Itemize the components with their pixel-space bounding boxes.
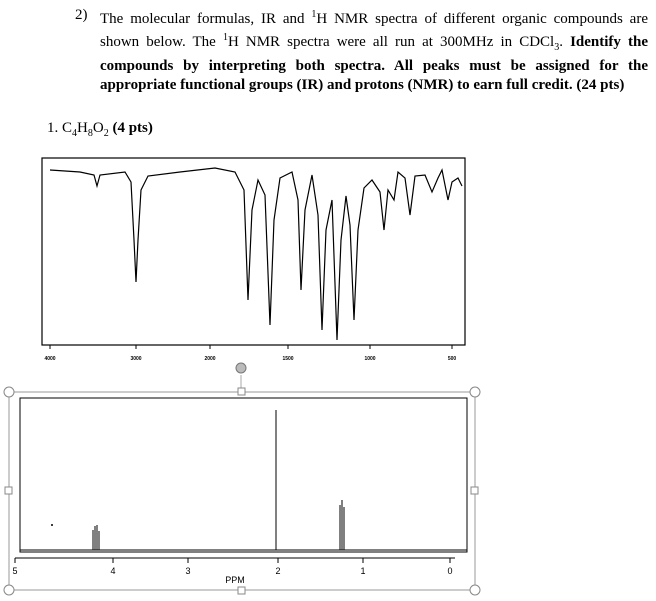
text: H NMR spectra were all run at 300MHz in … (227, 33, 555, 50)
question-number: 2) (75, 7, 88, 23)
selection-frame (8, 391, 476, 591)
sup: 1 (311, 9, 317, 20)
ir-frame (41, 157, 466, 346)
f: 8 (87, 128, 93, 139)
text: . (559, 33, 563, 50)
question: 2) The molecular formulas, IR and 1H NMR… (75, 6, 648, 93)
f: 4 (72, 128, 78, 139)
nmr-ticks: 5 4 3 2 1 0 (12, 558, 453, 576)
f: C (62, 120, 73, 136)
f: O (92, 120, 104, 136)
dot (51, 524, 53, 526)
ir-tick-label: 3000 (130, 356, 141, 362)
rotate-handle[interactable] (235, 362, 247, 374)
ir-tick-label: 1000 (364, 356, 375, 362)
f: H (77, 120, 88, 136)
sup: 1 (222, 31, 228, 43)
nmr-axis-label: PPM (225, 575, 245, 585)
nmr-tick-label: 0 (447, 566, 452, 576)
nmr-tick-label: 3 (185, 566, 190, 576)
nmr-tick-label: 1 (360, 566, 365, 576)
f: 2 (103, 128, 109, 139)
ir-curve (49, 167, 463, 341)
nmr-tick-label: 5 (12, 566, 17, 576)
resize-handles[interactable] (3, 386, 481, 596)
compound-label: 1. C4H8O2 (4 pts) (47, 120, 153, 139)
points: (4 pts) (112, 120, 153, 136)
nmr-spectrum (20, 410, 467, 551)
instruction: Identify the compounds by interpreting b… (100, 33, 648, 93)
ir-tick-label: 1500 (282, 356, 293, 362)
nmr-tick-label: 2 (275, 566, 280, 576)
text: The molecular formulas, IR and (100, 11, 312, 27)
ir-tick-label: 4000 (44, 356, 55, 362)
nmr-tick-label: 4 (110, 566, 115, 576)
ir-tick-label: 500 (448, 356, 457, 362)
nmr-frame (19, 397, 468, 553)
sub: 3 (554, 41, 560, 53)
question-text: The molecular formulas, IR and 1H NMR sp… (100, 6, 648, 94)
ir-ticks: 4000 3000 2000 1500 1000 500 (44, 345, 456, 362)
label: 1. (47, 120, 59, 136)
formula: C4H8O2 (62, 120, 109, 139)
text: H NMR spectra of different organic compo… (100, 11, 648, 50)
ir-tick-label: 2000 (204, 356, 215, 362)
